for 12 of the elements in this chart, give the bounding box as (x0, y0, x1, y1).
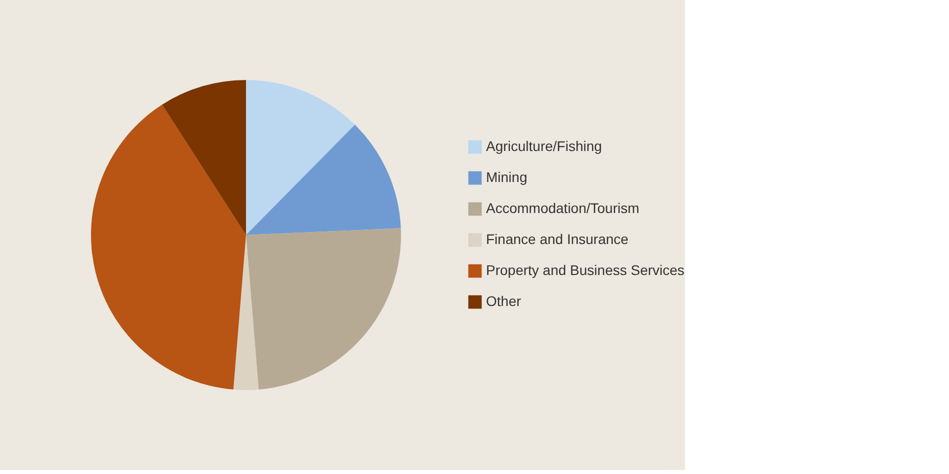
pie-slice (246, 124, 401, 235)
legend-label: Property and Business Services (486, 262, 684, 278)
legend-label: Agriculture/Fishing (486, 138, 602, 154)
pie-slice (91, 104, 246, 390)
pie-slice (233, 235, 259, 390)
legend-label: Other (486, 293, 522, 309)
legend-label: Accommodation/Tourism (486, 200, 640, 216)
legend-label: Mining (486, 169, 528, 185)
pie-slice (246, 80, 355, 235)
legend-label: Finance and Insurance (486, 231, 629, 247)
pie-slice (162, 80, 246, 235)
pie-slice (246, 228, 401, 390)
